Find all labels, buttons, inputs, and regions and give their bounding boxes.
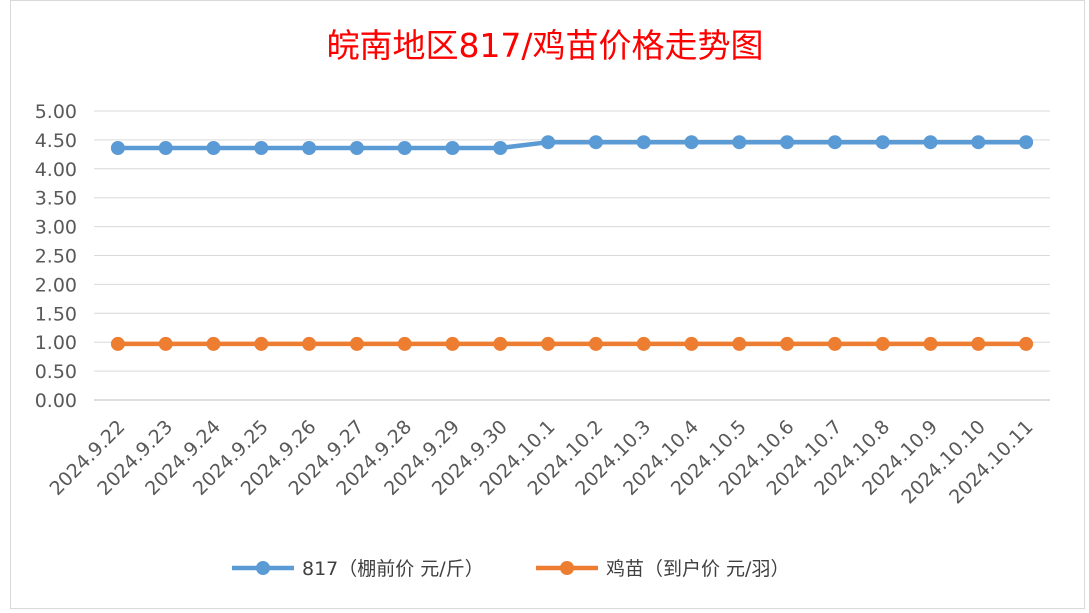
y-tick-label: 5.00 — [35, 101, 77, 123]
y-tick-label: 4.50 — [35, 130, 77, 152]
legend: 817（棚前价 元/斤） 鸡苗（到户价 元/羽） — [232, 558, 789, 580]
chart-frame — [10, 0, 1085, 609]
data-point — [732, 336, 747, 351]
legend-marker-swatch — [560, 561, 574, 575]
data-point — [827, 135, 842, 150]
data-point — [254, 140, 269, 155]
y-tick-label: 0.50 — [35, 361, 77, 383]
legend-item: 817（棚前价 元/斤） — [232, 558, 484, 580]
data-point — [1019, 135, 1034, 150]
gridlines — [94, 110, 1050, 401]
legend-label: 817（棚前价 元/斤） — [302, 558, 484, 580]
data-point — [158, 140, 173, 155]
data-point — [110, 336, 125, 351]
data-point — [254, 336, 269, 351]
data-point — [827, 336, 842, 351]
y-tick-label: 1.00 — [35, 332, 77, 354]
y-tick-label: 2.50 — [35, 246, 77, 268]
data-point — [445, 140, 460, 155]
y-tick-label: 2.00 — [35, 274, 77, 296]
data-point — [349, 336, 364, 351]
data-point — [493, 336, 508, 351]
data-point — [158, 336, 173, 351]
data-point — [541, 336, 556, 351]
y-tick-label: 1.50 — [35, 303, 77, 325]
chart-title: 皖南地区817/鸡苗价格走势图 — [326, 26, 763, 65]
data-point — [732, 135, 747, 150]
data-point — [588, 336, 603, 351]
data-point — [923, 336, 938, 351]
data-point — [971, 336, 986, 351]
series-1 — [110, 135, 1034, 155]
y-axis-tick-labels: 0.00 0.50 1.00 1.50 2.00 2.50 3.00 3.50 4.00 4.50… — [35, 101, 77, 412]
data-point — [875, 135, 890, 150]
series-2 — [110, 336, 1034, 351]
data-point — [349, 140, 364, 155]
data-point — [875, 336, 890, 351]
y-tick-label: 0.00 — [35, 390, 77, 412]
data-point — [397, 140, 412, 155]
data-point — [780, 135, 795, 150]
data-point — [302, 336, 317, 351]
series-line — [117, 139, 1027, 151]
data-point — [1019, 336, 1034, 351]
data-point — [445, 336, 460, 351]
y-tick-label: 3.50 — [35, 188, 77, 210]
data-point — [923, 135, 938, 150]
data-point — [493, 140, 508, 155]
legend-item: 鸡苗（到户价 元/羽） — [536, 558, 789, 580]
y-tick-label: 4.00 — [35, 159, 77, 181]
data-point — [636, 135, 651, 150]
data-point — [684, 336, 699, 351]
data-point — [206, 336, 221, 351]
series-group — [110, 135, 1034, 351]
data-point — [206, 140, 221, 155]
y-tick-label: 3.00 — [35, 217, 77, 239]
x-axis-tick-labels: 2024.9.222024.9.232024.9.242024.9.252024… — [45, 416, 1037, 508]
data-point — [541, 135, 556, 150]
data-point — [110, 140, 125, 155]
legend-marker-swatch — [256, 561, 270, 575]
legend-label: 鸡苗（到户价 元/羽） — [606, 558, 789, 580]
data-point — [684, 135, 699, 150]
data-point — [302, 140, 317, 155]
data-point — [588, 135, 603, 150]
data-point — [780, 336, 795, 351]
data-point — [971, 135, 986, 150]
data-point — [636, 336, 651, 351]
data-point — [397, 336, 412, 351]
